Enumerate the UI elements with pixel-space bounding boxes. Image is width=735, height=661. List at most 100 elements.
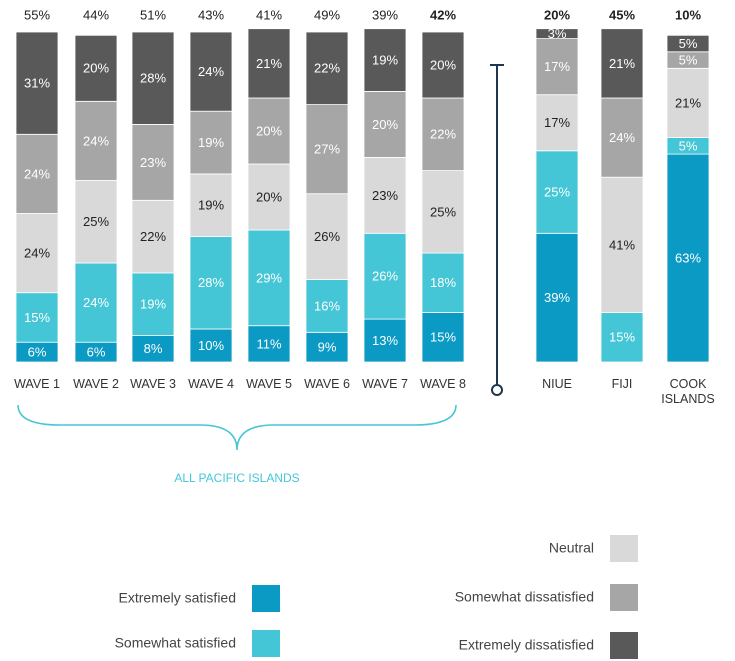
- x-tick-label: WAVE 8: [420, 377, 466, 391]
- legend-swatch: [252, 585, 280, 612]
- bar-segment: [247, 229, 291, 327]
- data-label: 19%: [140, 297, 166, 312]
- total-label: 39%: [372, 7, 398, 22]
- data-label: 10%: [198, 338, 224, 353]
- data-label: 24%: [198, 64, 224, 79]
- legend-swatch: [252, 630, 280, 657]
- data-label: 19%: [198, 198, 224, 213]
- bar-segment: [421, 97, 465, 171]
- bar-segment: [131, 31, 175, 125]
- data-label: 24%: [83, 295, 109, 310]
- data-label: 21%: [256, 56, 282, 71]
- data-label: 24%: [609, 130, 635, 145]
- data-label: 23%: [140, 155, 166, 170]
- data-label: 21%: [609, 56, 635, 71]
- bar-segment: [189, 31, 233, 112]
- bar-segment: [247, 163, 291, 231]
- total-label: 44%: [83, 7, 109, 22]
- bar-segment: [305, 279, 349, 333]
- legend-label: Extremely dissatisfied: [459, 637, 594, 653]
- bar-segment: [15, 213, 59, 294]
- data-label: 31%: [24, 76, 50, 91]
- bar-segment: [421, 312, 465, 363]
- total-label: 42%: [430, 7, 456, 22]
- data-label: 28%: [198, 275, 224, 290]
- legend-swatch: [610, 584, 638, 611]
- data-label: 6%: [87, 345, 106, 360]
- data-label: 16%: [314, 298, 340, 313]
- bar-segment: [600, 28, 644, 99]
- bar-segment: [600, 176, 644, 313]
- data-label: 24%: [83, 133, 109, 148]
- data-label: 20%: [256, 123, 282, 138]
- brace: [17, 404, 457, 451]
- data-label: 17%: [544, 115, 570, 130]
- data-label: 15%: [430, 330, 456, 345]
- data-label: 26%: [314, 229, 340, 244]
- bar-segment: [421, 252, 465, 313]
- bar-segment: [535, 232, 579, 363]
- data-label: 17%: [544, 59, 570, 74]
- x-tick-label: WAVE 1: [14, 377, 60, 391]
- data-label: 25%: [544, 184, 570, 199]
- data-label: 20%: [256, 189, 282, 204]
- bar-segment: [535, 38, 579, 96]
- data-label: 23%: [372, 188, 398, 203]
- bar-segment: [305, 31, 349, 105]
- data-label: 15%: [24, 310, 50, 325]
- data-label: 24%: [24, 166, 50, 181]
- data-label: 20%: [430, 57, 456, 72]
- data-label: 27%: [314, 142, 340, 157]
- total-label: 20%: [544, 7, 570, 22]
- bar-segment: [15, 31, 59, 135]
- total-label: 49%: [314, 7, 340, 22]
- bar-segment: [131, 199, 175, 274]
- data-label: 6%: [28, 345, 47, 360]
- data-label: 28%: [140, 71, 166, 86]
- x-tick-label: COOK ISLANDS: [661, 377, 715, 406]
- bar-segment: [305, 193, 349, 280]
- bar-segment: [666, 153, 710, 363]
- bar-segment: [247, 325, 291, 363]
- bar-segment: [535, 28, 579, 40]
- data-label: 21%: [675, 95, 701, 110]
- bar-segment: [74, 34, 118, 102]
- data-label: 8%: [144, 341, 163, 356]
- data-label: 20%: [83, 61, 109, 76]
- data-label: 63%: [675, 250, 701, 265]
- bar-segment: [131, 124, 175, 201]
- data-label: 24%: [24, 246, 50, 261]
- total-label: 43%: [198, 7, 224, 22]
- bar-segment: [15, 292, 59, 343]
- x-tick-label: WAVE 4: [188, 377, 234, 391]
- data-label: 22%: [314, 61, 340, 76]
- data-label: 26%: [372, 269, 398, 284]
- bar-segment: [666, 67, 710, 139]
- bar-segment: [305, 104, 349, 195]
- data-label: 22%: [430, 127, 456, 142]
- data-label: 5%: [679, 138, 698, 153]
- data-label: 13%: [372, 333, 398, 348]
- x-tick-label: FIJI: [611, 377, 633, 391]
- total-label: 41%: [256, 7, 282, 22]
- bar-segment: [600, 97, 644, 178]
- data-label: 9%: [318, 340, 337, 355]
- data-label: 20%: [372, 117, 398, 132]
- legend-label: Neutral: [549, 540, 594, 556]
- bar-segment: [74, 262, 118, 343]
- bar-segment: [535, 150, 579, 234]
- bar-segment: [131, 335, 175, 363]
- data-label: 25%: [83, 214, 109, 229]
- bar-segment: [189, 110, 233, 175]
- x-tick-label: WAVE 2: [73, 377, 119, 391]
- legend-swatch: [610, 632, 638, 659]
- total-label: 55%: [24, 7, 50, 22]
- annotation: ALL PACIFIC ISLANDS: [174, 471, 299, 485]
- bar-segment: [305, 331, 349, 363]
- total-label: 45%: [609, 7, 635, 22]
- x-tick-label: WAVE 5: [246, 377, 292, 391]
- data-label: 5%: [679, 52, 698, 67]
- data-label: 29%: [256, 270, 282, 285]
